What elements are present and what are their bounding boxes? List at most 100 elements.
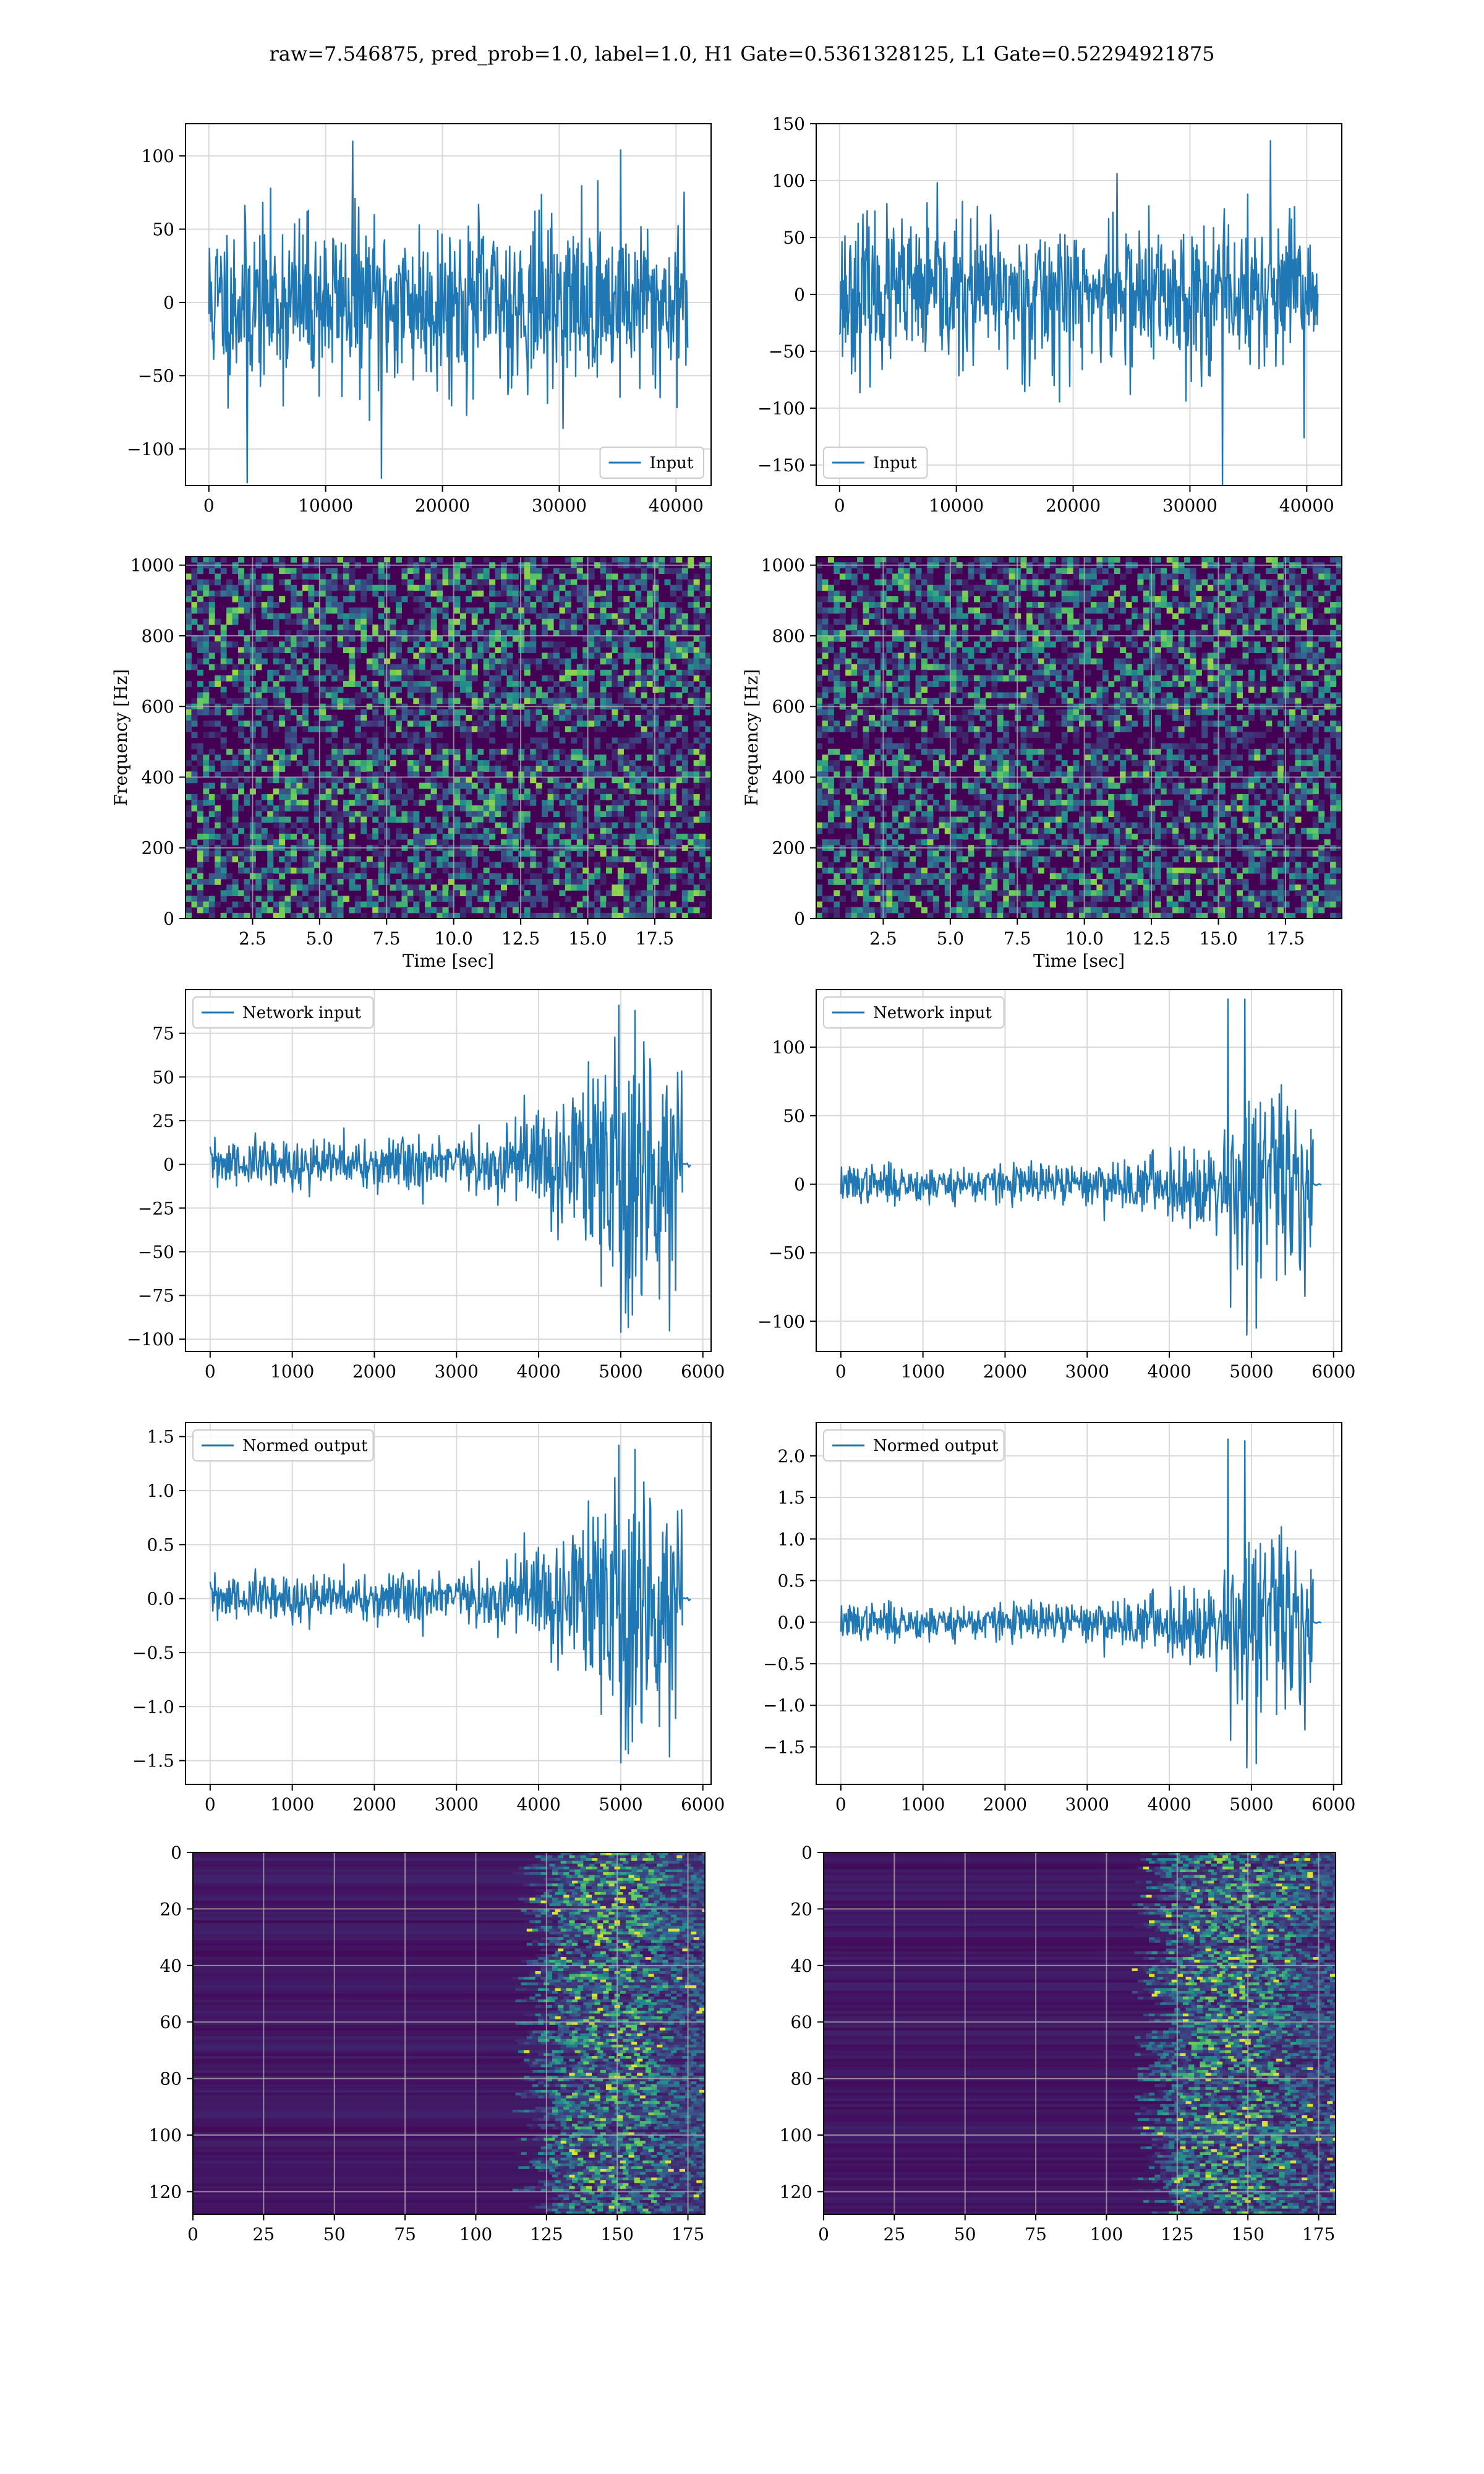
heatmap-cell	[1283, 584, 1290, 591]
heatmap-cell	[215, 811, 221, 818]
heatmap-cell	[401, 658, 408, 665]
heatmap-cell	[670, 850, 676, 857]
heatmap-cell	[530, 912, 537, 918]
heatmap-cell	[302, 721, 309, 727]
heatmap-cell	[279, 596, 286, 602]
heatmap-cell	[279, 856, 286, 863]
heatmap-cell	[430, 714, 437, 721]
heatmap-cell	[932, 557, 939, 563]
heatmap-cell	[203, 771, 210, 778]
heatmap-cell	[1073, 630, 1080, 636]
heatmap-cell	[425, 568, 432, 575]
heatmap-cell	[1230, 602, 1237, 608]
heatmap-cell	[378, 788, 385, 795]
heatmap-cell	[483, 664, 490, 670]
heatmap-cell	[647, 867, 654, 874]
heatmap-cell	[343, 675, 350, 682]
heatmap-cell	[699, 760, 706, 766]
heatmap-cell	[571, 726, 578, 732]
heatmap-cell	[612, 681, 618, 687]
heatmap-cell	[1149, 687, 1156, 693]
heatmap-cell	[349, 607, 356, 614]
heatmap-cell	[320, 794, 326, 800]
heatmap-cell	[366, 782, 373, 789]
heatmap-cell	[524, 800, 531, 806]
heatmap-cell	[337, 557, 344, 563]
heatmap-cell	[238, 822, 245, 829]
heatmap-cell	[238, 647, 245, 653]
heatmap-cell	[390, 867, 396, 874]
heatmap-cell	[950, 641, 957, 648]
heatmap-cell	[255, 800, 262, 806]
heatmap-cell	[670, 584, 676, 591]
heatmap-cell	[203, 698, 210, 704]
heatmap-cell	[501, 647, 508, 653]
heatmap-cell	[331, 850, 338, 857]
chart-input-l1: 0 10000 20000 30000 40000−150−100−5005010015…	[757, 114, 1342, 516]
heatmap-cell	[699, 748, 706, 755]
heatmap-cell	[1096, 624, 1103, 631]
heatmap-cell	[1283, 630, 1290, 636]
heatmap-cell	[396, 816, 403, 823]
heatmap-cell	[886, 669, 893, 676]
heatmap-cell	[535, 573, 542, 580]
heatmap-cell	[962, 653, 969, 659]
heatmap-cell	[215, 675, 221, 682]
heatmap-cell	[337, 624, 344, 631]
heatmap-cell	[244, 833, 250, 840]
heatmap-cell	[203, 709, 210, 716]
heatmap-cell	[279, 641, 286, 648]
heatmap-cell	[664, 658, 671, 665]
heatmap-cell	[659, 794, 665, 800]
heatmap-cell	[950, 664, 957, 670]
heatmap-cell	[553, 788, 560, 795]
heatmap-cell	[343, 618, 350, 625]
heatmap-cell	[238, 557, 245, 563]
heatmap-cell	[419, 584, 425, 591]
heatmap-cell	[1283, 613, 1290, 620]
heatmap-cell	[489, 641, 496, 648]
heatmap-cell	[898, 653, 905, 659]
heatmap-cell	[191, 607, 198, 614]
heatmap-cell	[1149, 664, 1156, 670]
heatmap-cell	[699, 743, 706, 750]
heatmap-cell	[910, 635, 916, 642]
heatmap-cell	[489, 754, 496, 761]
heatmap-cell	[594, 896, 601, 902]
heatmap-cell	[191, 743, 198, 750]
x-tick-label: 17.5	[636, 928, 674, 949]
heatmap-cell	[273, 653, 279, 659]
heatmap-cell	[489, 681, 496, 687]
heatmap-cell	[226, 794, 233, 800]
heatmap-cell	[1143, 568, 1149, 575]
heatmap-cell	[203, 602, 210, 608]
heatmap-cell	[623, 557, 630, 563]
heatmap-cell	[1295, 584, 1302, 591]
heatmap-cell	[693, 618, 700, 625]
heatmap-cell	[647, 573, 654, 580]
heatmap-cell	[974, 647, 981, 653]
heatmap-cell	[1271, 669, 1278, 676]
heatmap-cell	[267, 816, 274, 823]
heatmap-cell	[1096, 647, 1103, 653]
heatmap-cell	[1324, 568, 1331, 575]
heatmap-cell	[1166, 602, 1173, 608]
heatmap-cell	[466, 737, 472, 744]
heatmap-cell	[927, 624, 934, 631]
heatmap-cell	[331, 856, 338, 863]
heatmap-cell	[1271, 613, 1278, 620]
heatmap-cell	[559, 573, 566, 580]
heatmap-cell	[1237, 557, 1243, 563]
heatmap-cell	[530, 557, 537, 563]
heatmap-cell	[600, 692, 607, 699]
heatmap-cell	[693, 709, 700, 716]
heatmap-cell	[956, 669, 963, 676]
heatmap-cell	[1260, 579, 1266, 586]
heatmap-cell	[600, 557, 607, 563]
heatmap-cell	[681, 714, 688, 721]
heatmap-cell	[244, 777, 250, 784]
heatmap-cell	[238, 782, 245, 789]
heatmap-cell	[331, 602, 338, 608]
heatmap-cell	[652, 618, 659, 625]
heatmap-cell	[390, 732, 396, 738]
